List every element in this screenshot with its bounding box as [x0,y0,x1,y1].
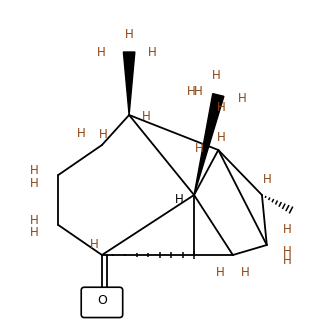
Text: H: H [89,238,98,251]
Text: H: H [217,131,226,144]
Text: H: H [283,245,292,258]
Text: H: H [212,69,221,82]
Text: H: H [238,92,247,105]
Text: H: H [77,127,86,140]
Text: H: H [217,101,226,114]
Text: H: H [125,28,134,41]
Text: H: H [241,266,250,279]
FancyBboxPatch shape [81,287,123,317]
Text: H: H [30,226,39,240]
Polygon shape [194,94,224,195]
Text: H: H [175,193,184,206]
Text: H: H [283,223,292,236]
Text: H: H [99,128,108,141]
Text: H: H [30,164,39,177]
Text: H: H [194,85,203,98]
Text: O: O [97,293,107,307]
Text: H: H [195,142,204,155]
Text: H: H [187,85,195,98]
Text: H: H [30,214,39,227]
Text: H: H [142,110,151,123]
Text: H: H [263,173,272,186]
Text: H: H [30,177,39,190]
Text: H: H [216,266,224,279]
Text: H: H [283,255,292,267]
Polygon shape [123,52,135,115]
Text: H: H [148,46,157,58]
Text: H: H [97,46,105,58]
